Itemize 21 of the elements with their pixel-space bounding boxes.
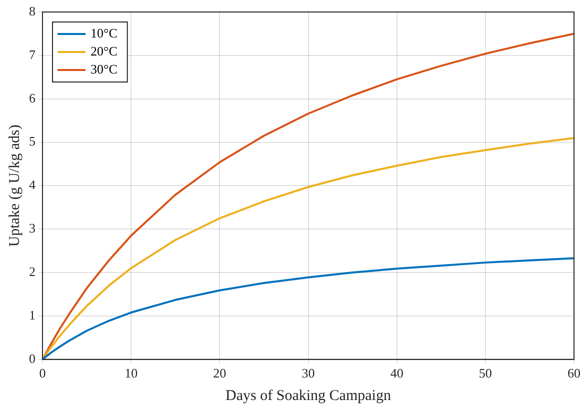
y-tick-label: 3 — [29, 220, 36, 236]
y-tick-label: 0 — [29, 350, 36, 366]
y-axis-title: Uptake (g U/kg ads) — [6, 124, 23, 247]
x-tick-label: 20 — [213, 366, 226, 381]
y-tick-label: 5 — [29, 134, 36, 149]
legend-label: 30°C — [90, 61, 118, 76]
y-tick-label: 6 — [29, 90, 36, 106]
x-tick-label: 30 — [302, 366, 315, 381]
x-tick-label: 40 — [390, 366, 404, 381]
x-tick-label: 0 — [39, 366, 46, 381]
y-tick-label: 2 — [29, 264, 36, 279]
y-tick-label: 4 — [29, 177, 36, 192]
y-tick-label: 8 — [29, 3, 36, 18]
x-tick-label: 10 — [124, 366, 138, 381]
x-tick-label: 60 — [568, 366, 580, 381]
x-tick-label: 50 — [478, 366, 492, 381]
x-axis-title: Days of Soaking Campaign — [226, 388, 392, 404]
y-tick-label: 7 — [29, 46, 36, 62]
y-tick-label: 1 — [29, 307, 36, 322]
legend-label: 10°C — [90, 25, 118, 40]
legend-label: 20°C — [90, 43, 118, 58]
